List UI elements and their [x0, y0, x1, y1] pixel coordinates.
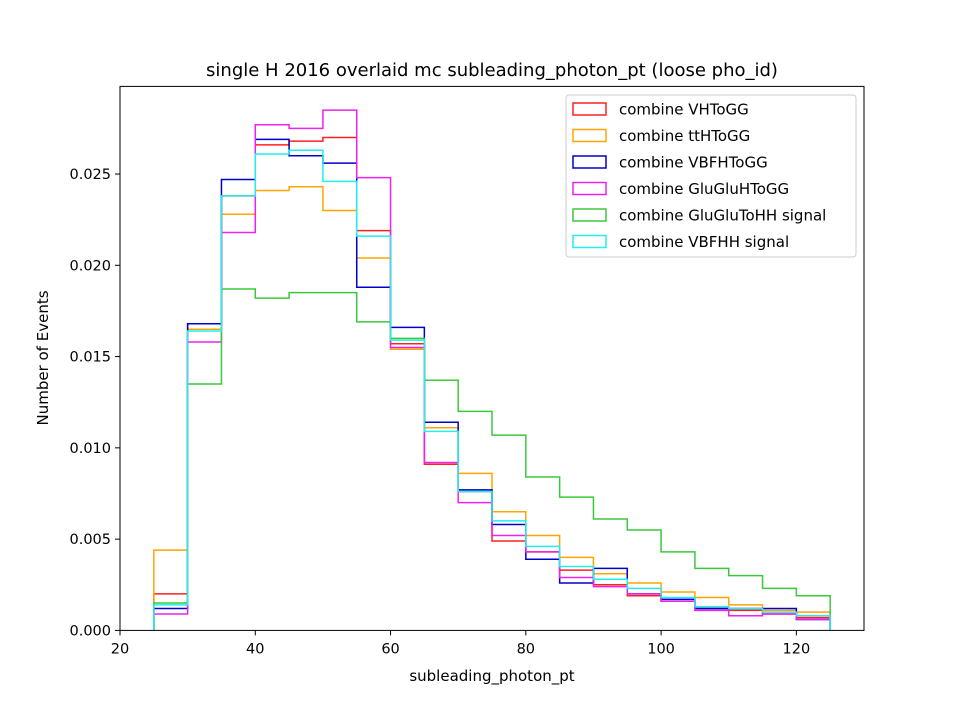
y-tick-label: 0.020 — [69, 258, 111, 274]
x-axis: 20 40 60 80 100 120 — [111, 630, 810, 657]
y-tick-label: 0.005 — [69, 532, 111, 548]
plot-frame — [119, 85, 865, 631]
y-tick-label: 0.010 — [69, 441, 111, 457]
legend-box — [565, 94, 857, 258]
x-tick-label: 60 — [381, 641, 399, 657]
legend-label: combine GluGluToHH signal — [619, 207, 826, 225]
y-tick-label: 0.015 — [69, 350, 111, 366]
chart-title: single H 2016 overlaid mc subleading_pho… — [206, 60, 778, 81]
y-axis-label: Number of Events — [34, 290, 52, 425]
x-tick-label: 120 — [783, 641, 811, 657]
x-tick-label: 20 — [111, 641, 129, 657]
legend-swatch — [572, 102, 607, 116]
legend-swatch — [572, 128, 607, 143]
series-line-4 — [153, 288, 831, 631]
series-line-5 — [153, 149, 831, 631]
x-tick-label: 80 — [517, 641, 535, 657]
y-tick-label: 0.025 — [69, 167, 111, 183]
legend-label: combine VBFHH signal — [619, 233, 789, 251]
y-axis: 0.000 0.005 0.010 0.015 0.020 0.025 — [69, 167, 120, 639]
legend-label: combine VBFHToGG — [619, 154, 768, 172]
legend-label: combine VHToGG — [619, 101, 749, 119]
x-tick-label: 100 — [647, 641, 675, 657]
series-layer — [153, 109, 831, 631]
legend-swatch — [572, 155, 607, 169]
legend-swatch — [572, 181, 607, 196]
y-tick-label: 0.000 — [69, 623, 111, 639]
x-axis-label: subleading_photon_pt — [409, 667, 574, 686]
legend-label: combine GluGluHToGG — [619, 180, 789, 198]
x-tick-label: 40 — [246, 641, 264, 657]
legend-swatch — [572, 208, 607, 222]
legend-swatch — [572, 234, 607, 249]
legend: combine VHToGG combine ttHToGG combine VBF… — [565, 94, 857, 258]
legend-label: combine ttHToGG — [619, 127, 750, 145]
